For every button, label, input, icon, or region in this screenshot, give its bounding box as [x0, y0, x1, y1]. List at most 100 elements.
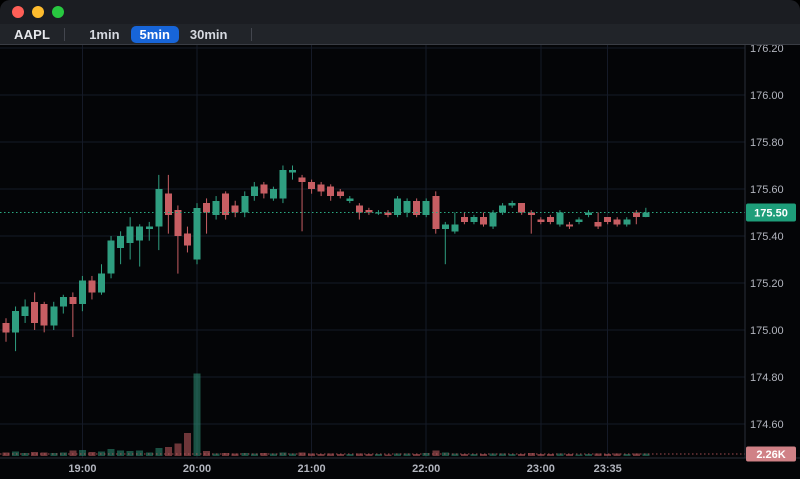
- chart-background: [0, 45, 800, 479]
- candle-up: [508, 203, 516, 206]
- candle-up: [346, 198, 354, 201]
- candle-up: [136, 226, 144, 241]
- candle-up: [279, 170, 287, 199]
- volume-bar: [193, 373, 201, 456]
- volume-bar: [413, 453, 421, 456]
- candle-up: [556, 212, 564, 225]
- candle-down: [613, 219, 621, 225]
- price-axis-label: 175.00: [750, 325, 784, 337]
- volume-bar: [50, 453, 58, 456]
- price-axis-label: 175.40: [750, 231, 784, 243]
- volume-bar: [585, 454, 593, 456]
- volume-bar: [164, 447, 172, 456]
- volume-bar: [155, 447, 163, 456]
- candle-down: [537, 219, 545, 222]
- volume-bar: [126, 451, 134, 456]
- candle-down: [546, 217, 554, 222]
- candle-up: [470, 217, 478, 222]
- volume-bar: [317, 453, 325, 456]
- candle-down: [384, 212, 392, 215]
- traffic-light-zoom[interactable]: [52, 6, 64, 18]
- volume-bar: [174, 443, 182, 456]
- candle-down: [460, 217, 468, 222]
- volume-bar: [59, 452, 67, 456]
- timeframe-button-30min[interactable]: 30min: [181, 26, 237, 43]
- price-axis-label: 174.60: [750, 419, 784, 431]
- volume-bar: [489, 453, 497, 456]
- volume-bar: [594, 453, 602, 456]
- volume-bar: [604, 453, 612, 456]
- volume-bar: [241, 453, 249, 456]
- candle-down: [317, 184, 325, 192]
- candle-down: [231, 205, 239, 213]
- volume-bar: [279, 452, 287, 456]
- volume-bar: [546, 453, 554, 456]
- volume-bar: [289, 453, 296, 456]
- time-axis-label: 19:00: [68, 463, 96, 475]
- traffic-light-close[interactable]: [12, 6, 24, 18]
- volume-bar: [556, 453, 564, 456]
- volume-bar: [250, 453, 258, 456]
- price-axis-label: 174.80: [750, 372, 784, 384]
- candle-down: [432, 196, 440, 229]
- candle-down: [174, 210, 182, 236]
- volume-bar: [260, 452, 268, 456]
- time-axis-label: 22:00: [412, 463, 440, 475]
- symbol-label[interactable]: AAPL: [14, 26, 51, 42]
- candle-up: [98, 273, 105, 293]
- candle-up: [269, 189, 277, 199]
- timeframe-button-5min[interactable]: 5min: [130, 25, 179, 43]
- candle-up: [394, 198, 402, 215]
- candlestick-chart-canvas[interactable]: 176.20 176.00 175.80 175.60 175.40 175.20 175.…: [0, 45, 800, 479]
- candle-up: [489, 212, 497, 227]
- volume-bar: [355, 453, 363, 456]
- price-axis-label: 176.00: [750, 90, 784, 102]
- volume-bar: [203, 450, 211, 456]
- candle-up: [107, 240, 115, 274]
- candle-up: [193, 207, 201, 260]
- candle-up: [642, 212, 650, 218]
- volume-bar: [183, 433, 191, 456]
- candle-down: [527, 212, 535, 215]
- timeframe-button-group: 1min 5min 30min: [79, 25, 237, 43]
- volume-bar: [432, 450, 440, 456]
- candle-up: [250, 186, 258, 197]
- price-axis-label: 175.60: [750, 184, 784, 196]
- volume-bar: [470, 454, 478, 456]
- volume-bar: [308, 453, 316, 456]
- volume-bar: [508, 454, 516, 456]
- traffic-light-minimize[interactable]: [32, 6, 44, 18]
- volume-bar: [222, 452, 230, 456]
- candle-down: [222, 193, 230, 215]
- candle-down: [565, 224, 573, 227]
- chart-pane: 176.20 176.00 175.80 175.60 175.40 175.20 175.…: [0, 45, 800, 479]
- candle-up: [145, 226, 153, 229]
- candle-up: [155, 189, 163, 227]
- volume-bar: [518, 453, 526, 456]
- volume-bar: [537, 454, 545, 456]
- candle-up: [117, 236, 125, 248]
- candle-down: [298, 177, 306, 182]
- candle-down: [308, 181, 316, 189]
- candle-up: [289, 170, 296, 173]
- volume-bar: [12, 451, 20, 456]
- price-axis-label: 175.80: [750, 137, 784, 149]
- volume-bar: [613, 453, 621, 456]
- volume-bar: [384, 454, 392, 456]
- candle-down: [336, 191, 344, 197]
- candle-down: [203, 203, 211, 213]
- timeframe-button-1min[interactable]: 1min: [80, 26, 128, 43]
- candle-down: [260, 184, 268, 194]
- candle-down: [632, 212, 640, 218]
- volume-bar: [394, 453, 402, 456]
- candle-up: [126, 226, 134, 244]
- candle-down: [480, 217, 487, 225]
- candle-up: [585, 212, 593, 215]
- volume-bar: [374, 454, 382, 456]
- title-bar[interactable]: [0, 0, 800, 24]
- volume-bar: [136, 450, 144, 456]
- volume-bar: [451, 453, 459, 456]
- candle-down: [518, 203, 526, 213]
- time-axis-label: 21:00: [298, 463, 326, 475]
- time-axis-label: 20:00: [183, 463, 211, 475]
